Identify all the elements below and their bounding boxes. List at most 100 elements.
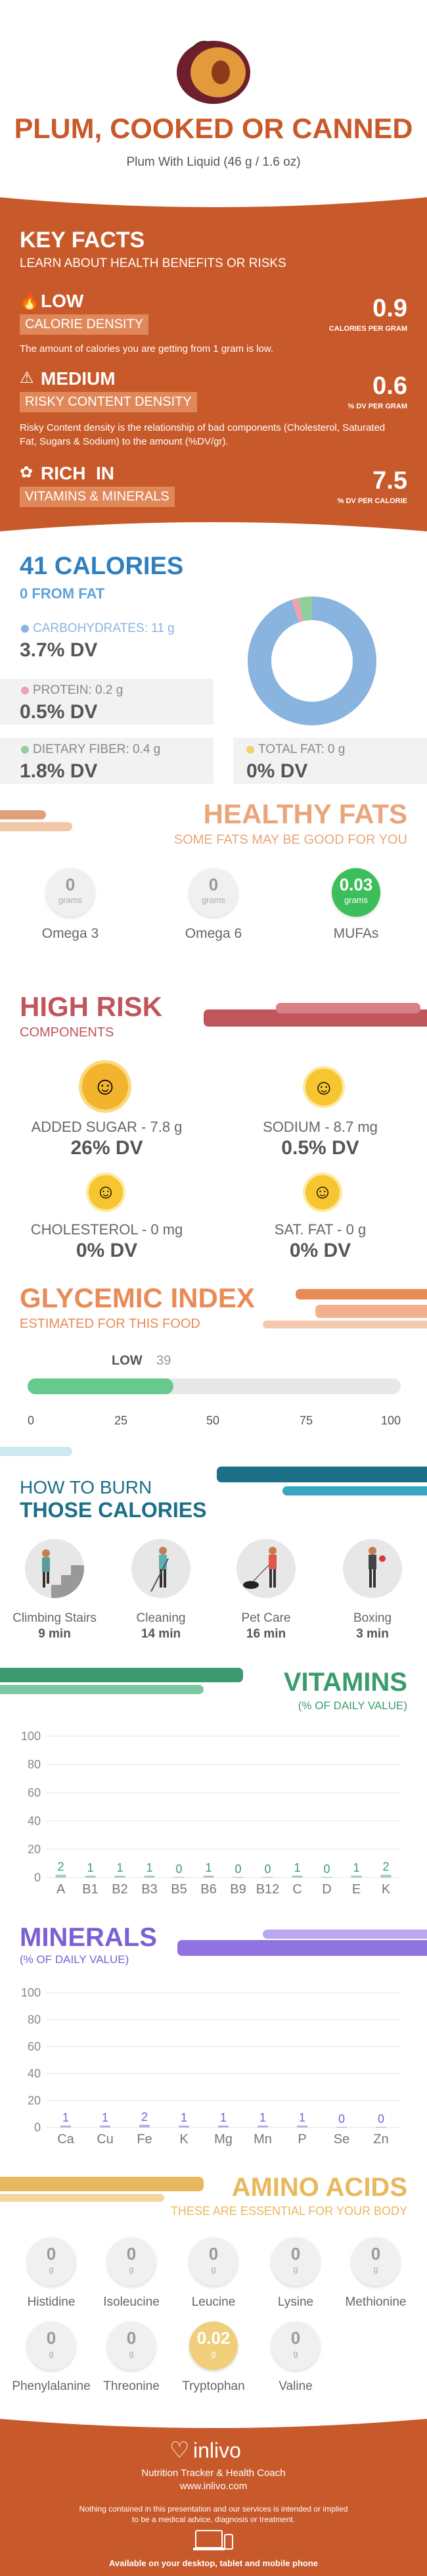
methionine-value: 0 [371, 2244, 381, 2264]
burn-title-2: THOSE CALORIES [20, 1498, 207, 1522]
vitamins-bar [85, 1876, 96, 1878]
calorie-density-label: CALORIE DENSITY [20, 314, 149, 335]
minerals-category-label: Fe [137, 2132, 152, 2147]
histidine-label: Histidine [27, 2295, 76, 2309]
minerals-bar [100, 2126, 110, 2127]
minerals-ytick: 0 [34, 2121, 41, 2134]
fat-dot [246, 746, 254, 754]
calorie-density-value: 0.9 [372, 295, 407, 322]
healthy-fats-stripe-2 [0, 822, 72, 831]
vitamins-value-label: 1 [116, 1861, 123, 1874]
climbing-stairs-time: 9 min [38, 1627, 71, 1641]
minerals-category-label: Se [334, 2132, 349, 2147]
sodium-dv: 0.5% DV [281, 1137, 359, 1159]
minerals-bar [297, 2126, 307, 2127]
vitamins-category-label: E [352, 1882, 361, 1897]
sodium-label: SODIUM - 8.7 mg [263, 1119, 378, 1135]
key-facts-bottom-wave [0, 522, 427, 539]
minerals-chart: 0 20 40 60 80 100 1 Ca 1 Cu 2 Fe 1 K 1 Mg 1 Mn 1 P 0 Se 0 Zn [21, 1986, 401, 2147]
pet-care-time: 16 min [246, 1627, 286, 1641]
footer-top-wave [0, 2414, 427, 2428]
calorie-density-level: LOW [41, 291, 84, 311]
amino-stripe [0, 2177, 204, 2191]
boxing-time: 3 min [356, 1627, 389, 1641]
minerals-ytick: 80 [28, 2013, 41, 2026]
minerals-category-label: P [298, 2132, 306, 2147]
omega6-circle: 0 grams [189, 868, 238, 917]
fiber-block: DIETARY FIBER: 0.4 g 1.8% DV [0, 738, 214, 784]
vitamins-value-label: 2 [382, 1860, 389, 1874]
glycemic-tick-100: 100 [381, 1414, 401, 1427]
minerals-bar [60, 2126, 71, 2127]
footer-url[interactable]: www.inlivo.com [179, 2481, 248, 2492]
vitamins-value-label: 1 [294, 1861, 300, 1874]
vitamins-minerals-label: VITAMINS & MINERALS [20, 487, 175, 507]
glycemic-title: GLYCEMIC INDEX [20, 1282, 255, 1313]
omega3-circle: 0 grams [46, 868, 95, 917]
high-risk-section: HIGH RISK COMPONENTS ☺ ADDED SUGAR - 7.8… [0, 990, 427, 1279]
fiber-dot [21, 746, 29, 754]
footer-brand[interactable]: inlivo [193, 2439, 241, 2462]
devices-icon [193, 2530, 233, 2550]
cholesterol-label: CHOLESTEROL - 0 mg [30, 1221, 183, 1238]
glycemic-section: GLYCEMIC INDEX ESTIMATED FOR THIS FOOD L… [0, 1282, 427, 1434]
risky-content-label: RISKY CONTENT DENSITY [20, 392, 197, 412]
vitamins-stripe [0, 1668, 243, 1682]
cholesterol-icon: ☺ [89, 1175, 123, 1209]
histidine-value: 0 [46, 2244, 56, 2264]
minerals-value-label: 1 [181, 2111, 187, 2124]
fiber-dv: 1.8% DV [20, 760, 98, 782]
glycemic-stripe [296, 1289, 427, 1300]
vitamins-title: VITAMINS [283, 1668, 407, 1697]
vitamins-value-label: 0 [175, 1862, 182, 1876]
amino-title: AMINO ACIDS [231, 2173, 407, 2202]
omega3-unit: grams [58, 895, 83, 905]
glycemic-track [28, 1378, 401, 1394]
serving-size: Plum With Liquid (46 g / 1.6 oz) [126, 155, 301, 169]
added-sugar-icon: ☺ [82, 1063, 128, 1109]
vitamins-ytick: 100 [21, 1730, 41, 1743]
vitamins-subtitle: (% OF DAILY VALUE) [298, 1699, 407, 1712]
risky-content-level: MEDIUM [41, 368, 116, 389]
burn-title-1: HOW TO BURN [20, 1477, 152, 1497]
glycemic-stripe-2 [315, 1305, 427, 1318]
omega6-value: 0 [208, 875, 219, 894]
mufas-unit: grams [344, 895, 369, 905]
leucine-value: 0 [208, 2244, 219, 2264]
climbing-stairs-figure [25, 1539, 84, 1598]
boxing-figure [343, 1539, 402, 1598]
amino-stripe-2 [0, 2194, 164, 2202]
vitamins-bar [144, 1876, 155, 1878]
calories-from-fat: 0 FROM FAT [20, 585, 105, 602]
isoleucine-label: Isoleucine [103, 2295, 160, 2309]
glycemic-tick-0: 0 [28, 1414, 35, 1427]
protein-dv: 0.5% DV [20, 701, 98, 723]
vitamins-category-label: D [322, 1882, 331, 1897]
vitamins-minerals-unit: % DV PER CALORIE [337, 497, 407, 505]
vitamins-stripe-2 [0, 1685, 204, 1694]
minerals-value-label: 1 [62, 2111, 69, 2124]
omega3-label: Omega 3 [41, 926, 99, 941]
isoleucine-unit: g [129, 2264, 134, 2274]
cleaning-figure [131, 1539, 191, 1598]
minerals-category-label: Mg [214, 2132, 233, 2147]
high-risk-stripe-2 [276, 1003, 420, 1013]
vitamins-value-label: 1 [205, 1861, 212, 1874]
vitamins-ytick: 80 [28, 1758, 41, 1771]
vitamins-bar [203, 1876, 214, 1878]
glycemic-tick-50: 50 [206, 1414, 220, 1427]
vitamins-value-label: 1 [146, 1861, 152, 1874]
risky-content-desc: Risky Content density is the relationshi… [20, 422, 386, 447]
phenylalanine-value: 0 [46, 2328, 56, 2348]
climbing-stairs-label: Climbing Stairs [12, 1611, 97, 1625]
vitamins-minerals-level: RICH IN [41, 463, 114, 483]
minerals-bar [218, 2126, 229, 2127]
minerals-value-label: 1 [299, 2111, 305, 2124]
protein-dot [21, 687, 29, 694]
pet-care-icon [243, 1547, 277, 1589]
burn-stripe-left [0, 1447, 72, 1456]
